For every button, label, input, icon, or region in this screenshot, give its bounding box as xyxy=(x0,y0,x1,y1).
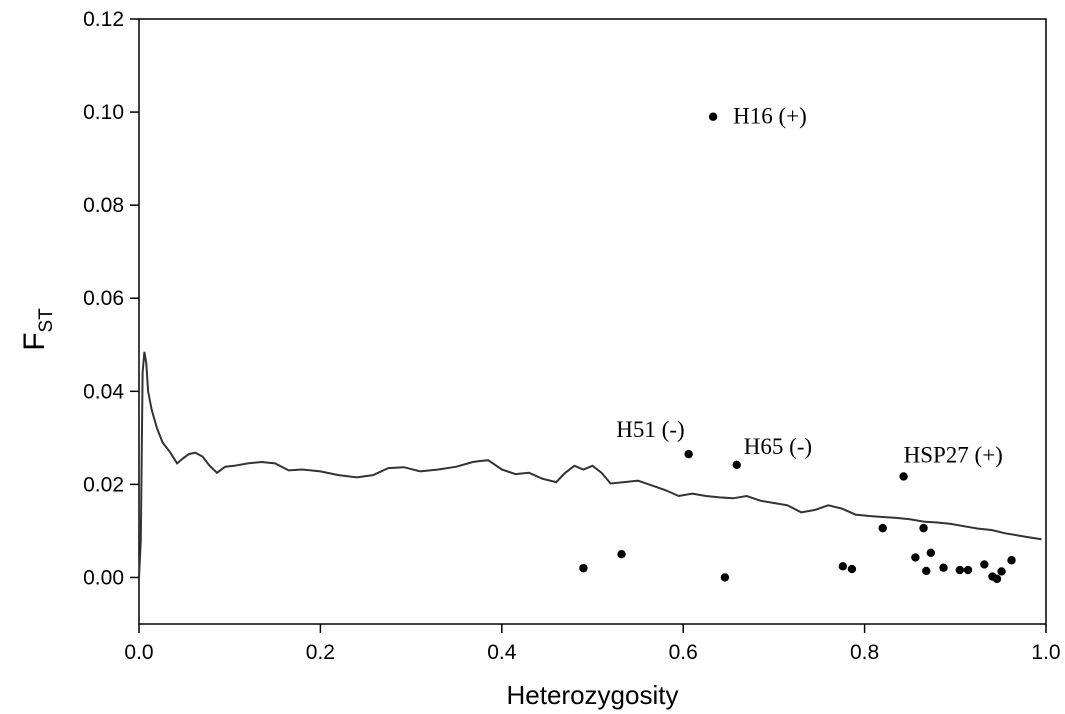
neutral-line-layer xyxy=(138,351,1042,578)
y-tick-label: 0.00 xyxy=(83,566,124,589)
data-point xyxy=(732,460,741,470)
data-point xyxy=(878,523,887,533)
data-point xyxy=(720,573,730,582)
data-point xyxy=(838,562,848,571)
point-annotations: H16 (+) H51 (-) H65 (-) HSP27 (+) xyxy=(616,104,1003,468)
data-point xyxy=(939,563,948,572)
y-axis-title-sub: ST xyxy=(36,308,57,333)
x-tick-label: 0.0 xyxy=(124,641,153,664)
data-point xyxy=(617,549,626,559)
y-axis-title-main: F xyxy=(18,332,51,350)
y-tick-label: 0.04 xyxy=(83,380,124,403)
x-tick-label: 1.0 xyxy=(1031,641,1060,664)
data-point xyxy=(899,472,908,481)
plot-area xyxy=(138,18,1047,625)
data-point xyxy=(980,560,989,569)
x-axis-title: Heterozygosity xyxy=(507,680,679,710)
point-label: H16 (+) xyxy=(733,104,807,129)
y-axis-title: FST xyxy=(18,308,57,351)
points-layer xyxy=(579,112,1016,584)
data-point xyxy=(997,567,1006,576)
data-point xyxy=(992,574,1002,584)
data-point xyxy=(847,564,857,574)
x-axis-ticks: 0.0 0.2 0.4 0.6 0.8 1.0 xyxy=(124,624,1061,664)
y-tick-label: 0.08 xyxy=(83,194,124,217)
point-label: HSP27 (+) xyxy=(904,442,1003,467)
y-tick-label: 0.02 xyxy=(83,473,124,496)
data-point xyxy=(911,553,920,562)
x-tick-label: 0.6 xyxy=(669,641,698,664)
data-point xyxy=(963,565,973,575)
data-point xyxy=(579,563,588,573)
data-point xyxy=(926,548,936,557)
data-point xyxy=(1007,556,1016,565)
data-point xyxy=(919,523,928,533)
x-tick-label: 0.4 xyxy=(487,641,517,664)
neutral-expectation-line xyxy=(138,351,1042,578)
y-axis-ticks: 0.00 0.02 0.04 0.06 0.08 0.10 0.12 xyxy=(83,8,139,589)
data-point xyxy=(684,449,693,459)
plot-frame xyxy=(138,18,1047,625)
x-tick-label: 0.2 xyxy=(306,641,335,664)
y-tick-label: 0.06 xyxy=(83,287,124,310)
data-point xyxy=(922,566,931,576)
x-tick-label: 0.8 xyxy=(850,641,879,664)
data-point xyxy=(708,112,718,121)
y-tick-label: 0.10 xyxy=(83,101,124,124)
point-label: H65 (-) xyxy=(744,434,812,459)
y-tick-label: 0.12 xyxy=(83,8,124,31)
data-point xyxy=(955,565,965,575)
point-label: H51 (-) xyxy=(616,417,684,442)
